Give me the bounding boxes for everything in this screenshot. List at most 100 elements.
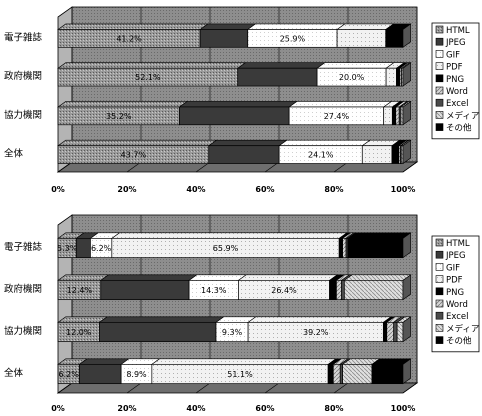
legend-label: Excel (446, 99, 469, 109)
data-label: 24.1% (308, 151, 334, 160)
bar-top (57, 139, 218, 147)
data-label: 25.9% (280, 34, 306, 43)
x-tick-label: 100% (391, 185, 416, 194)
category-label: 協力機関 (4, 325, 42, 337)
bar-end-cap (402, 358, 412, 385)
bar-segment (342, 237, 347, 259)
data-label: 41.2% (116, 34, 142, 43)
legend-label: Word (446, 300, 468, 310)
legend-swatch (435, 74, 444, 83)
legend-label: PNG (446, 288, 464, 298)
category-label: 全体 (4, 148, 24, 160)
data-label: 43.7% (121, 151, 147, 160)
category-label: 全体 (4, 367, 24, 379)
data-label: 6.2% (59, 370, 80, 379)
x-tick-label: 80% (324, 404, 343, 413)
bar-segment (327, 363, 334, 385)
legend-swatch (435, 250, 444, 259)
legend-swatch (435, 238, 444, 247)
bar-top (336, 23, 395, 30)
data-label: 52.1% (135, 73, 161, 82)
bar-top (188, 274, 248, 281)
bar-end-cap (402, 139, 412, 165)
bar-end-cap (402, 274, 412, 301)
legend-swatch (435, 311, 444, 320)
bar-top (98, 316, 225, 323)
bar-segment (347, 237, 404, 259)
bar-top (99, 274, 198, 281)
floor (56, 382, 419, 394)
data-label: 20.0% (339, 73, 365, 82)
x-tick-label: 20% (117, 404, 136, 413)
bar-segment (208, 145, 280, 164)
legend-label: メディア (446, 110, 479, 121)
chart-1: 0% 20% 40% 60% 80% 100% 電子雑誌 41.2% 25.9% 政府機関 52.1… (4, 6, 479, 194)
floor-gridline (264, 382, 280, 394)
bar-segment (75, 237, 91, 259)
bar-top (278, 139, 371, 147)
x-tick-label: 40% (186, 404, 205, 413)
legend-swatch (435, 263, 444, 271)
x-tick-label: 0% (51, 404, 65, 413)
floor-gridline (402, 161, 418, 173)
legend-label: PNG (446, 75, 464, 85)
bar-end-cap (402, 62, 412, 87)
bar-top (346, 232, 412, 239)
bar-segment (385, 29, 404, 48)
x-tick-label: 80% (324, 185, 343, 194)
bar-segment (400, 106, 404, 126)
category-label: 電子雑誌 (4, 31, 43, 43)
legend-swatch (435, 275, 444, 283)
bar-segment (329, 279, 337, 301)
bar-top (178, 101, 298, 108)
bar-segment (342, 363, 373, 385)
legend-label: Excel (446, 312, 469, 322)
bar-segment (396, 67, 401, 87)
data-label: 9.3% (222, 328, 243, 337)
bar-top (316, 62, 395, 69)
bar-segment (344, 279, 404, 301)
chart-2: 0% 20% 40% 60% 80% 100% 電子雑誌 5.3% 6.2% 65.9% 政府機関 1… (4, 214, 479, 413)
legend-label: PDF (446, 276, 463, 286)
bar-segment (391, 106, 397, 126)
bar-segment (179, 106, 290, 126)
legend-label: PDF (446, 63, 463, 73)
bar-segment (383, 106, 393, 126)
bar-segment (386, 321, 395, 343)
x-tick-label: 60% (255, 404, 274, 413)
legend-label: JPEG (445, 251, 466, 261)
data-label: 12.4% (67, 286, 93, 295)
x-tick-label: 60% (255, 185, 274, 194)
data-label: 65.9% (213, 244, 239, 253)
bar-segment (385, 67, 397, 87)
bar-segment (336, 279, 342, 301)
data-label: 14.3% (201, 286, 227, 295)
x-tick-label: 20% (117, 185, 136, 194)
bar-top (236, 62, 326, 69)
legend-label: GIF (446, 50, 460, 60)
legend-swatch (435, 299, 444, 308)
legend-swatch (435, 98, 444, 107)
legend-swatch (435, 62, 444, 70)
category-label: 政府機関 (4, 283, 42, 295)
data-label: 35.2% (106, 112, 132, 121)
data-label: 27.4% (324, 112, 350, 121)
bar-end-cap (402, 316, 412, 343)
legend-label: メディア (446, 323, 479, 334)
legend-swatch (435, 50, 444, 58)
x-tick-label: 0% (51, 185, 65, 194)
data-label: 5.3% (57, 244, 78, 253)
bar-segment (332, 363, 341, 385)
bar-segment (99, 321, 217, 343)
data-label: 6.2% (91, 244, 112, 253)
bar-top (237, 274, 339, 281)
legend-swatch (435, 111, 444, 119)
legend-label: HTML (446, 26, 470, 36)
bar-top (57, 316, 109, 323)
bar-segment (199, 29, 249, 48)
bar-end-cap (402, 23, 412, 48)
bar-top (199, 23, 257, 30)
